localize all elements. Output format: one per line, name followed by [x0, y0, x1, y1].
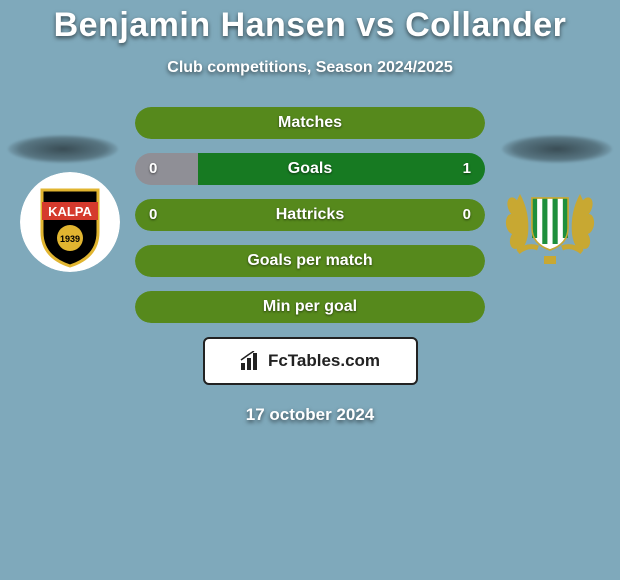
stat-label: Matches [135, 107, 485, 139]
comparison-card: Benjamin Hansen vs Collander Club compet… [0, 0, 620, 580]
page-title: Benjamin Hansen vs Collander [0, 6, 620, 45]
stat-label: Goals per match [135, 245, 485, 277]
shadow-right [502, 135, 612, 163]
stat-label: Goals [135, 153, 485, 185]
stats-list: Matches 01Goals 00Hattricks Goals per match… [135, 107, 485, 323]
team-logo-right [500, 172, 600, 272]
svg-text:KALPA: KALPA [48, 204, 92, 219]
team-logo-left: KALPA 1939 [20, 172, 120, 272]
bars-icon [240, 351, 262, 371]
footer-text: FcTables.com [268, 351, 380, 371]
stat-label: Hattricks [135, 199, 485, 231]
team-logo-left-svg: KALPA 1939 [20, 172, 120, 272]
shadow-left [8, 135, 118, 163]
stat-label: Min per goal [135, 291, 485, 323]
stat-row: 01Goals [135, 153, 485, 185]
stat-row: 00Hattricks [135, 199, 485, 231]
team-logo-right-svg [500, 172, 600, 272]
stat-row: Goals per match [135, 245, 485, 277]
svg-text:1939: 1939 [60, 234, 80, 244]
date-label: 17 october 2024 [0, 405, 620, 425]
stat-row: Matches [135, 107, 485, 139]
stat-row: Min per goal [135, 291, 485, 323]
footer-attribution: FcTables.com [203, 337, 418, 385]
subtitle: Club competitions, Season 2024/2025 [0, 59, 620, 77]
